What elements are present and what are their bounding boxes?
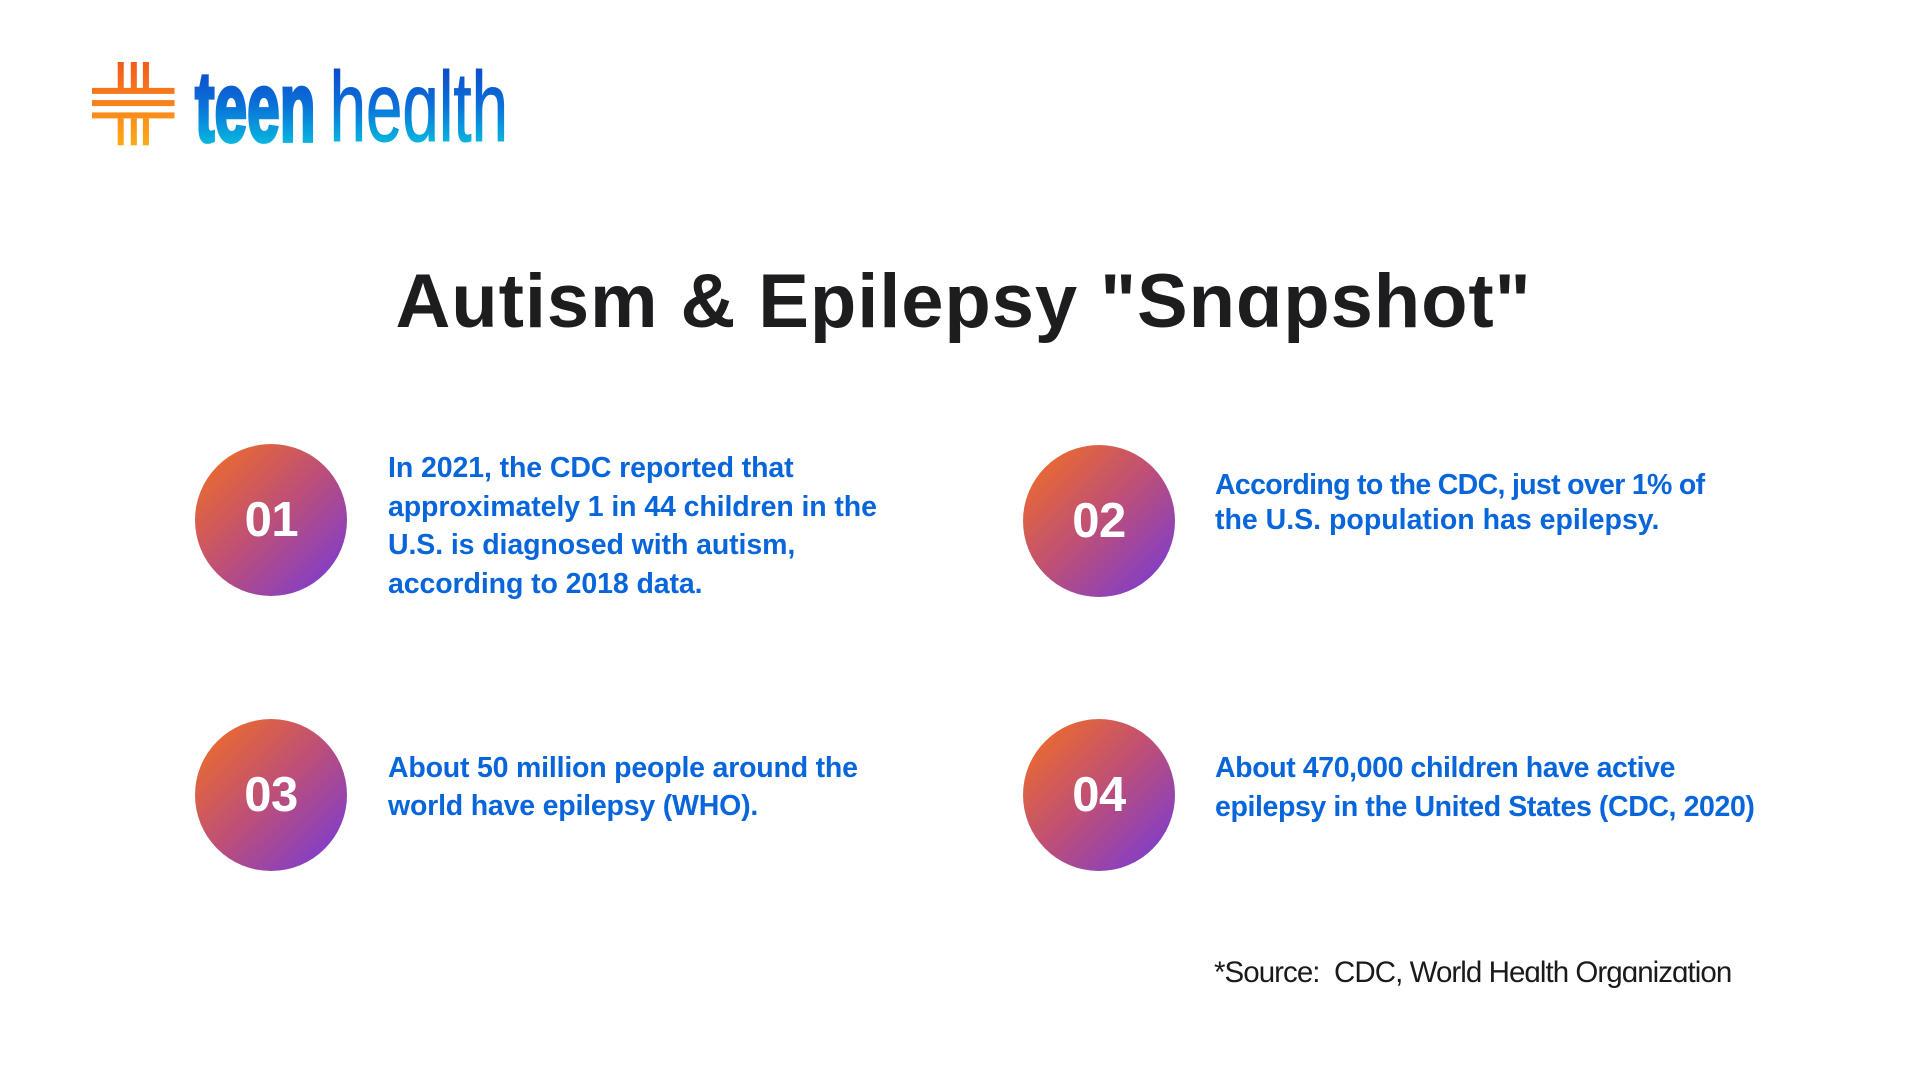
svg-text:heɑlth: heɑlth (330, 60, 508, 152)
svg-text:teen: teen (195, 60, 316, 152)
